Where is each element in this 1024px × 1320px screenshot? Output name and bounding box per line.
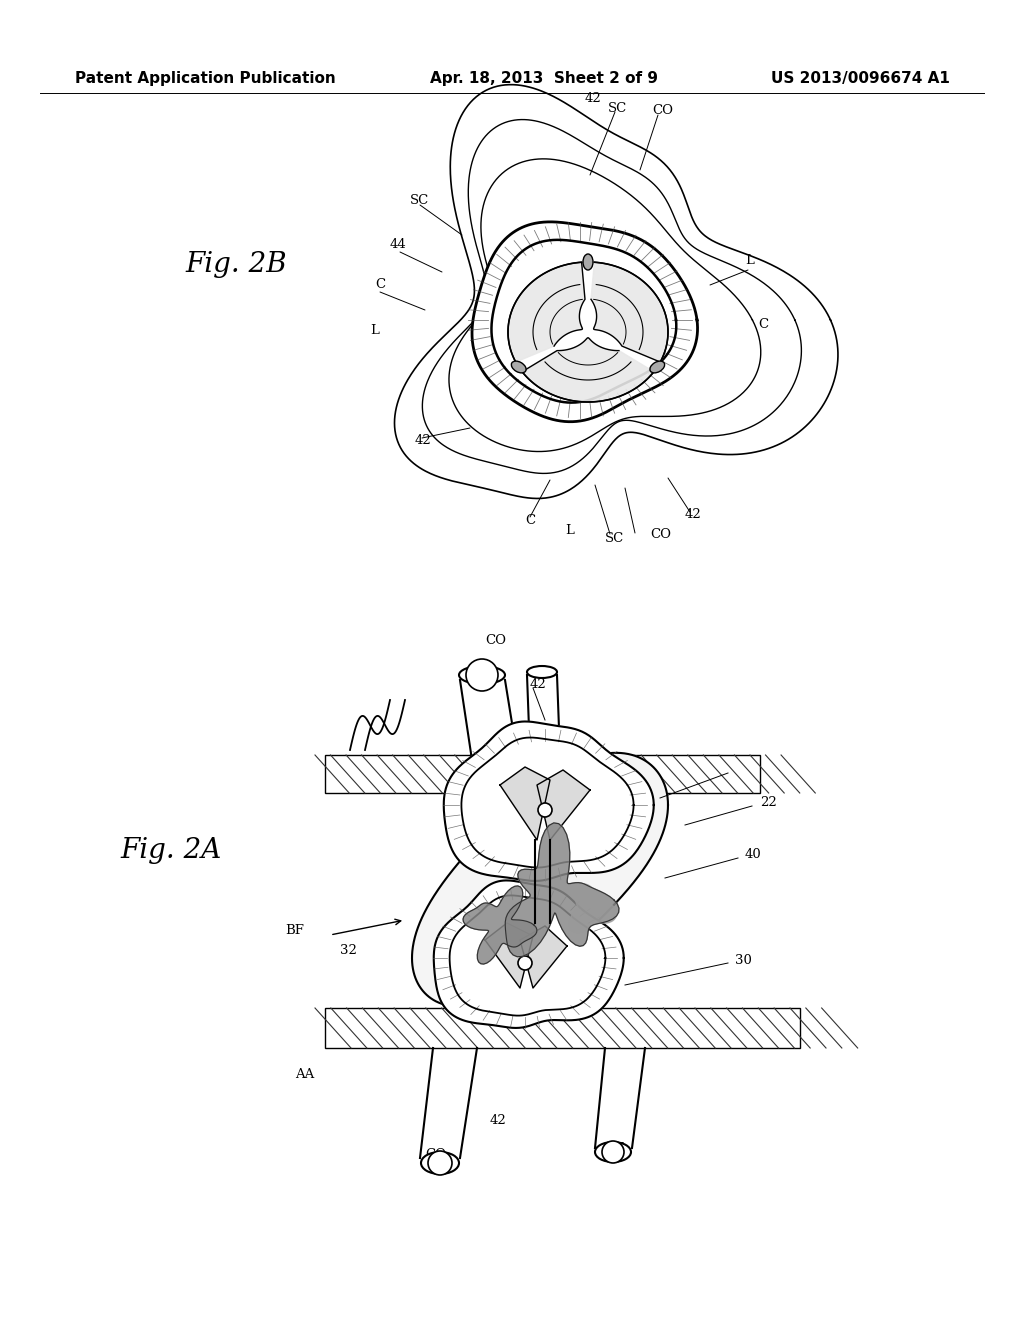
Ellipse shape	[511, 362, 526, 372]
Text: CO: CO	[650, 528, 671, 541]
Text: L: L	[370, 323, 379, 337]
Text: Patent Application Publication: Patent Application Publication	[75, 70, 336, 86]
Text: 32: 32	[340, 944, 357, 957]
Text: SC: SC	[605, 532, 625, 544]
Circle shape	[428, 1151, 452, 1175]
Polygon shape	[462, 738, 634, 867]
Polygon shape	[325, 1008, 800, 1048]
Polygon shape	[569, 884, 616, 932]
Text: SC: SC	[410, 194, 429, 206]
Polygon shape	[412, 752, 668, 1006]
Text: 40: 40	[745, 849, 762, 862]
Text: 44: 44	[390, 239, 407, 252]
Polygon shape	[508, 263, 585, 362]
Text: CO: CO	[485, 634, 506, 647]
Text: AV: AV	[605, 1142, 624, 1155]
Polygon shape	[522, 338, 654, 403]
Polygon shape	[325, 755, 760, 793]
Polygon shape	[394, 84, 838, 499]
Circle shape	[518, 956, 532, 970]
Text: US 2013/0096674 A1: US 2013/0096674 A1	[771, 70, 950, 86]
Text: 30: 30	[735, 953, 752, 966]
Text: L: L	[565, 524, 573, 536]
Polygon shape	[463, 886, 537, 964]
Text: 42: 42	[530, 678, 547, 692]
Polygon shape	[450, 895, 605, 1015]
Text: 42: 42	[490, 1114, 507, 1126]
Polygon shape	[500, 767, 550, 840]
Polygon shape	[520, 927, 567, 987]
Text: 42: 42	[415, 433, 432, 446]
Text: AA: AA	[295, 1068, 314, 1081]
Text: 42: 42	[685, 508, 701, 521]
Ellipse shape	[650, 362, 665, 372]
Polygon shape	[472, 222, 697, 421]
Text: C: C	[525, 513, 536, 527]
Text: C: C	[375, 279, 385, 292]
Text: CO: CO	[425, 1148, 446, 1162]
Circle shape	[602, 1140, 624, 1163]
Text: 30: 30	[735, 763, 752, 776]
Ellipse shape	[583, 253, 593, 271]
Text: L: L	[745, 253, 754, 267]
Text: CO: CO	[652, 103, 673, 116]
Polygon shape	[505, 822, 618, 957]
Text: Fig. 2B: Fig. 2B	[185, 252, 287, 279]
Ellipse shape	[595, 1142, 631, 1162]
Text: C: C	[758, 318, 768, 331]
Text: Apr. 18, 2013  Sheet 2 of 9: Apr. 18, 2013 Sheet 2 of 9	[430, 70, 658, 86]
Circle shape	[538, 803, 552, 817]
Circle shape	[466, 659, 498, 690]
Polygon shape	[485, 923, 534, 987]
Polygon shape	[537, 770, 590, 840]
Ellipse shape	[459, 667, 505, 684]
Text: SC: SC	[608, 102, 628, 115]
Text: Fig. 2A: Fig. 2A	[120, 837, 221, 863]
Ellipse shape	[421, 1152, 459, 1173]
Text: 22: 22	[760, 796, 777, 809]
Text: 42: 42	[585, 91, 602, 104]
Polygon shape	[434, 880, 624, 1028]
Ellipse shape	[527, 667, 557, 678]
Polygon shape	[591, 263, 668, 362]
Text: BF: BF	[285, 924, 304, 936]
Polygon shape	[443, 722, 653, 880]
